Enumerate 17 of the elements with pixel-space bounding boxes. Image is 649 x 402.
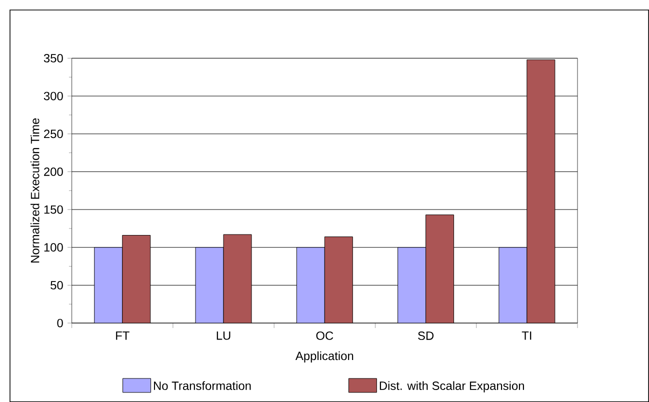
x-tick-label: SD bbox=[418, 331, 434, 340]
x-tick-label: FT bbox=[116, 331, 130, 340]
legend-label: Dist. with Scalar Expansion bbox=[380, 381, 524, 392]
y-tick-label: 200 bbox=[44, 167, 63, 176]
y-tick-label: 100 bbox=[44, 243, 63, 252]
x-tick-label: LU bbox=[216, 331, 230, 340]
y-tick-label: 150 bbox=[44, 205, 63, 214]
x-axis-title: Application bbox=[295, 351, 354, 362]
y-tick-label: 250 bbox=[44, 130, 63, 138]
y-tick-label: 0 bbox=[57, 318, 63, 328]
y-tick-label: 50 bbox=[50, 280, 63, 290]
y-axis-title: Normalized Execution Time bbox=[30, 118, 40, 262]
y-tick-label: 300 bbox=[44, 92, 63, 100]
legend-label: No Transformation bbox=[154, 381, 251, 390]
x-tick-label: OC bbox=[316, 331, 334, 340]
y-tick-label: 350 bbox=[44, 54, 63, 62]
x-tick-label: TI bbox=[522, 331, 532, 340]
